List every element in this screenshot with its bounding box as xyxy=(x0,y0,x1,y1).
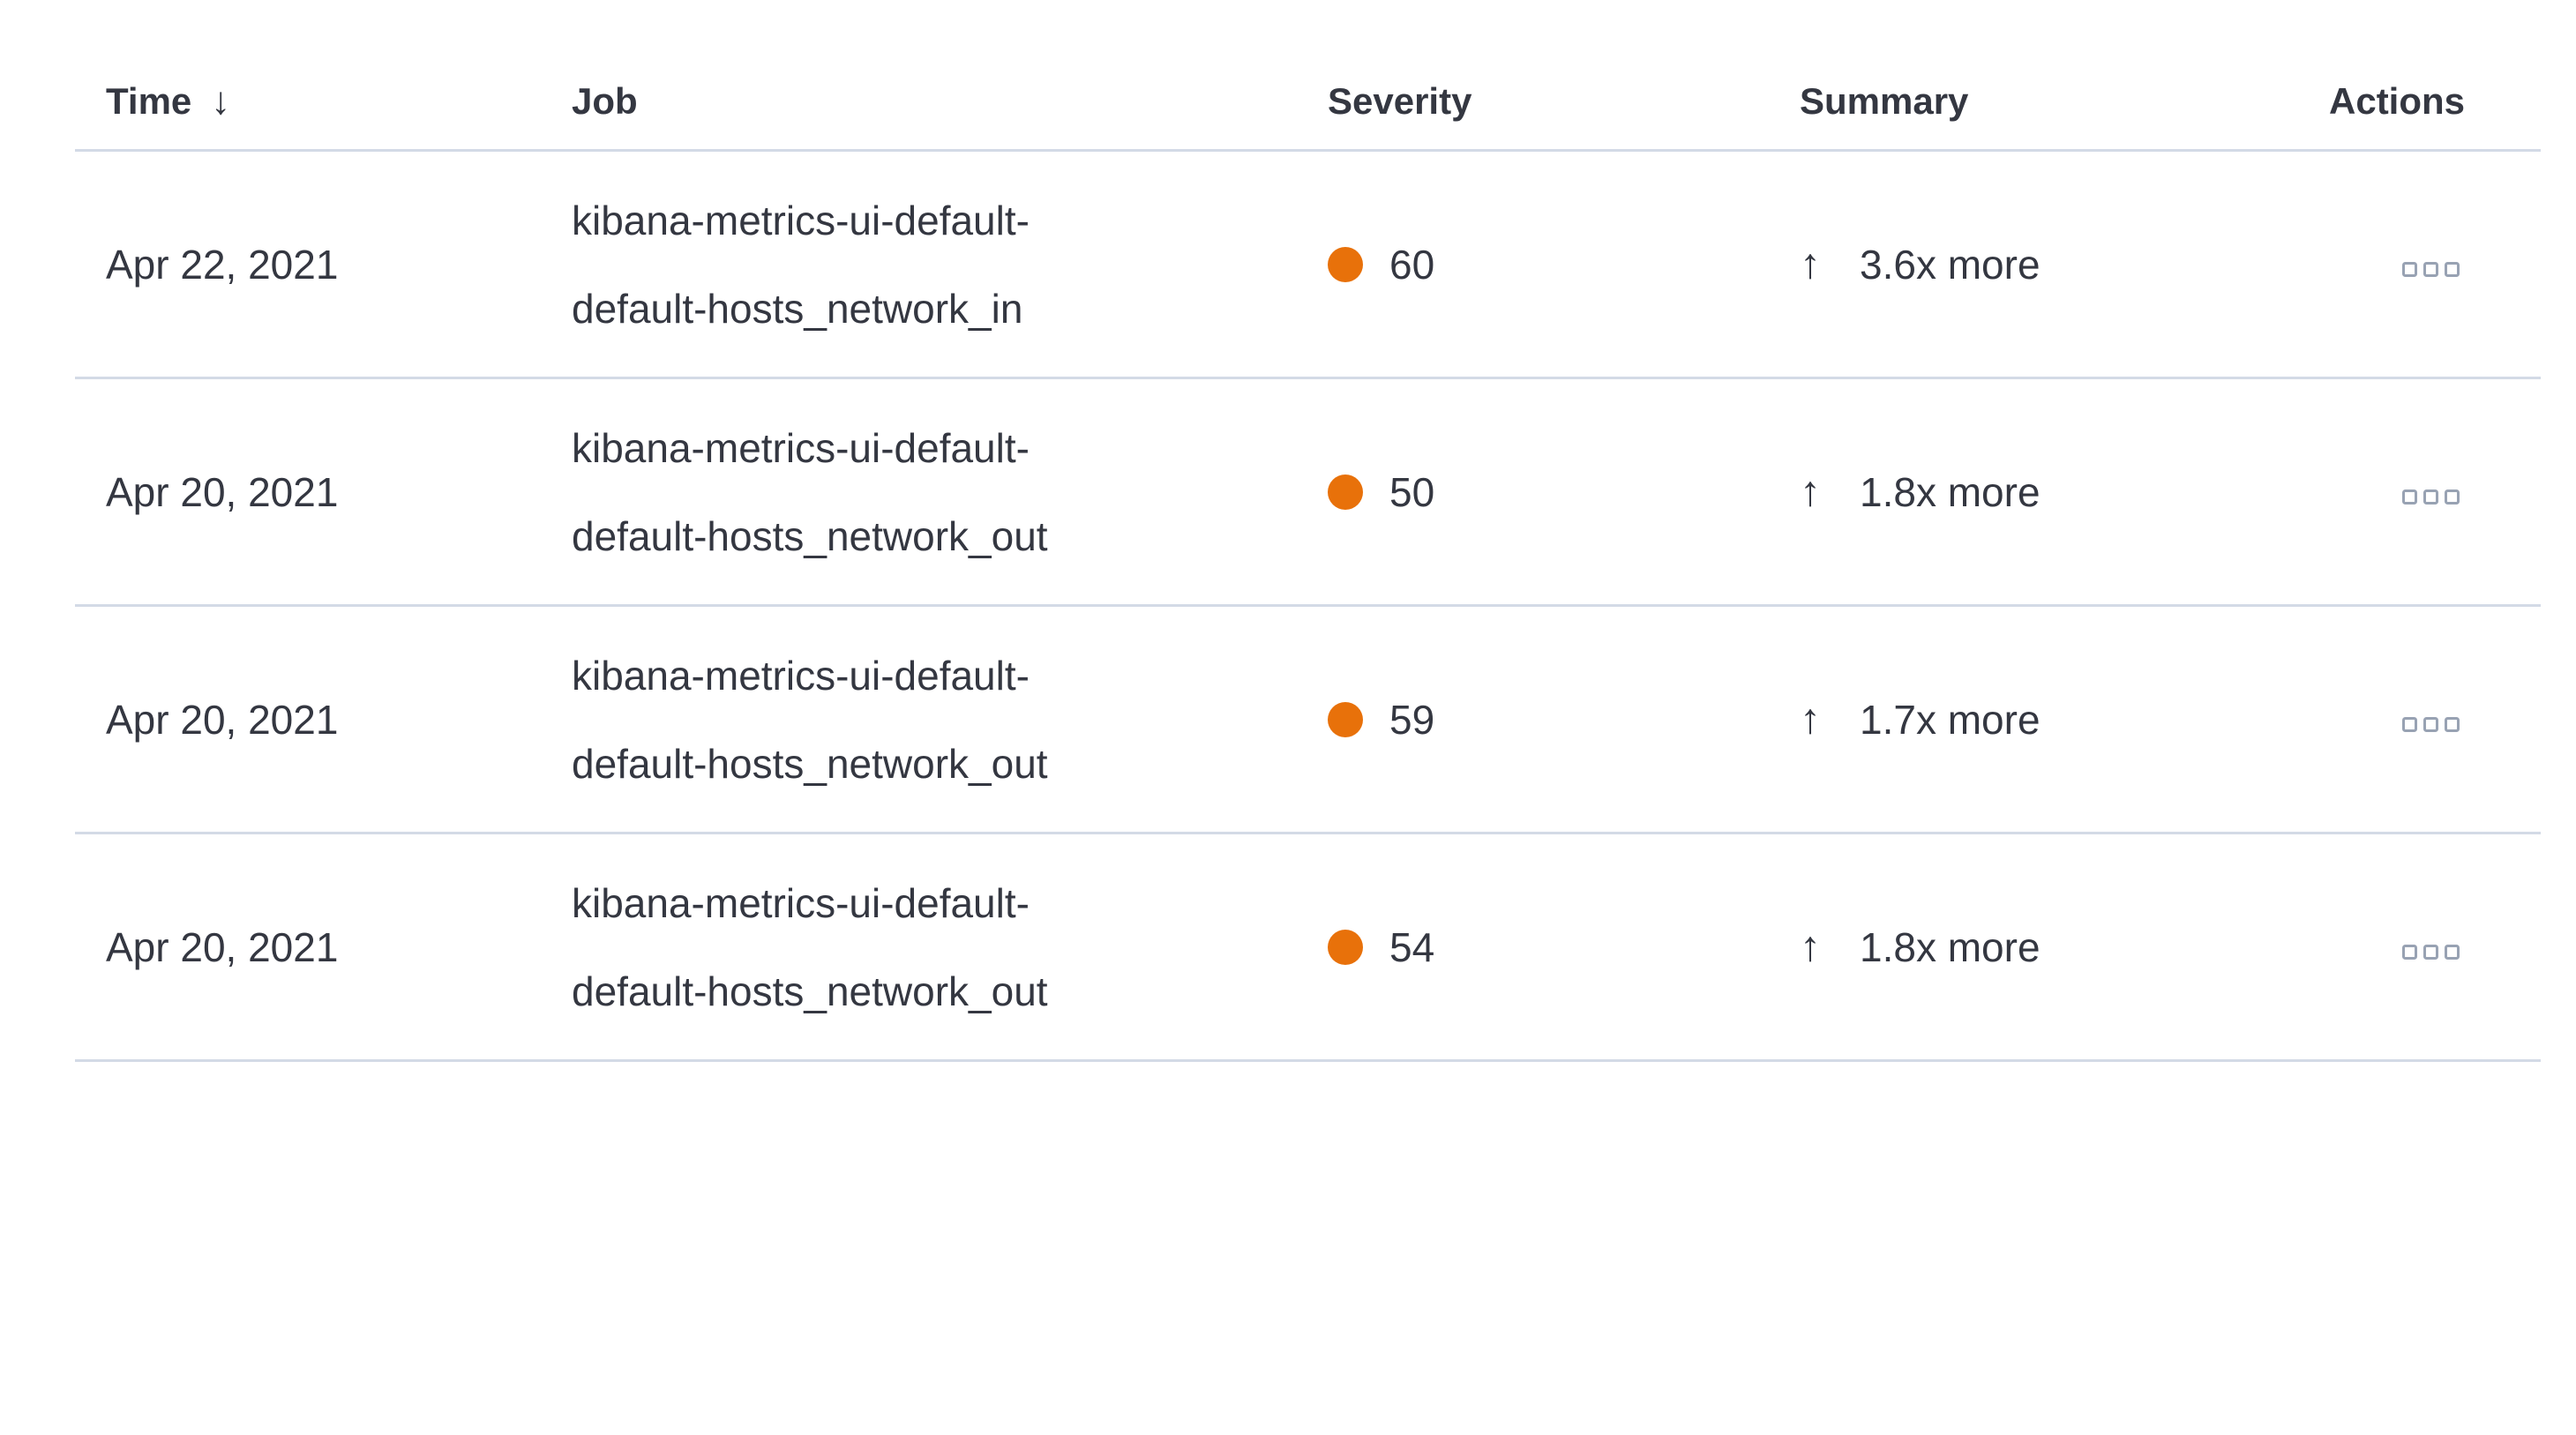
boxes-horizontal-icon xyxy=(2402,716,2460,732)
summary-cell: ↑ 1.8x more xyxy=(1800,923,2329,971)
row-actions-button[interactable] xyxy=(2402,716,2460,734)
summary-text: 1.8x more xyxy=(1860,923,2041,970)
boxes-horizontal-icon xyxy=(2402,489,2460,504)
job-name-line2: default-hosts_network_out xyxy=(572,740,1048,787)
increase-arrow-icon: ↑ xyxy=(1800,467,1821,515)
severity-dot-icon xyxy=(1328,929,1363,965)
summary-cell: ↑ 3.6x more xyxy=(1800,241,2329,288)
time-cell: Apr 20, 2021 xyxy=(106,468,339,515)
summary-cell: ↑ 1.8x more xyxy=(1800,468,2329,516)
table-row: Apr 20, 2021 kibana-metrics-ui-default- … xyxy=(75,607,2541,834)
column-header-severity: Severity xyxy=(1328,80,1800,123)
column-header-summary: Summary xyxy=(1800,80,2329,123)
severity-score: 54 xyxy=(1389,923,1435,970)
actions-cell xyxy=(2329,923,2541,971)
summary-text: 1.7x more xyxy=(1860,696,2041,743)
increase-arrow-icon: ↑ xyxy=(1800,240,1821,288)
column-header-actions: Actions xyxy=(2329,80,2541,123)
actions-cell xyxy=(2329,696,2541,744)
summary-cell: ↑ 1.7x more xyxy=(1800,696,2329,744)
job-name-line2: default-hosts_network_out xyxy=(572,968,1048,1014)
summary-text: 1.8x more xyxy=(1860,468,2041,515)
sort-descending-icon: ↓ xyxy=(211,78,231,123)
row-actions-button[interactable] xyxy=(2402,944,2460,961)
severity-score: 59 xyxy=(1389,696,1435,743)
job-name-line1: kibana-metrics-ui-default- xyxy=(572,879,1030,926)
table-header-row: Time ↓ Job Severity Summary Actions xyxy=(75,0,2541,152)
severity-score: 50 xyxy=(1389,468,1435,515)
anomalies-table: Time ↓ Job Severity Summary Actions Apr 2… xyxy=(75,0,2541,1062)
boxes-horizontal-icon xyxy=(2402,944,2460,960)
column-header-job-label: Job xyxy=(572,79,638,122)
job-cell: kibana-metrics-ui-default- default-hosts… xyxy=(572,176,1328,353)
table-row: Apr 22, 2021 kibana-metrics-ui-default- … xyxy=(75,152,2541,379)
job-name-line2: default-hosts_network_out xyxy=(572,512,1048,559)
increase-arrow-icon: ↑ xyxy=(1800,923,1821,970)
column-header-summary-label: Summary xyxy=(1800,79,1969,122)
job-cell: kibana-metrics-ui-default- default-hosts… xyxy=(572,404,1328,580)
job-name-line1: kibana-metrics-ui-default- xyxy=(572,424,1030,471)
job-cell: kibana-metrics-ui-default- default-hosts… xyxy=(572,632,1328,808)
severity-dot-icon xyxy=(1328,474,1363,510)
severity-score: 60 xyxy=(1389,241,1435,288)
table-row: Apr 20, 2021 kibana-metrics-ui-default- … xyxy=(75,379,2541,607)
table-row: Apr 20, 2021 kibana-metrics-ui-default- … xyxy=(75,834,2541,1062)
job-cell: kibana-metrics-ui-default- default-hosts… xyxy=(572,859,1328,1035)
severity-dot-icon xyxy=(1328,246,1363,282)
column-header-severity-label: Severity xyxy=(1328,79,1472,122)
column-header-time[interactable]: Time ↓ xyxy=(75,79,572,123)
severity-cell: 60 xyxy=(1328,241,1800,288)
job-name-line1: kibana-metrics-ui-default- xyxy=(572,652,1030,699)
severity-cell: 54 xyxy=(1328,923,1800,971)
time-cell: Apr 20, 2021 xyxy=(106,923,339,970)
severity-cell: 50 xyxy=(1328,468,1800,516)
row-actions-button[interactable] xyxy=(2402,261,2460,279)
severity-dot-icon xyxy=(1328,701,1363,737)
column-header-job: Job xyxy=(572,80,1328,123)
severity-cell: 59 xyxy=(1328,696,1800,744)
actions-cell xyxy=(2329,241,2541,288)
job-name-line2: default-hosts_network_in xyxy=(572,285,1023,332)
job-name-line1: kibana-metrics-ui-default- xyxy=(572,197,1030,243)
column-header-time-label: Time xyxy=(106,79,192,122)
increase-arrow-icon: ↑ xyxy=(1800,695,1821,743)
time-cell: Apr 20, 2021 xyxy=(106,696,339,743)
summary-text: 3.6x more xyxy=(1860,241,2041,288)
time-cell: Apr 22, 2021 xyxy=(106,241,339,288)
column-header-actions-label: Actions xyxy=(2329,79,2466,122)
boxes-horizontal-icon xyxy=(2402,261,2460,277)
actions-cell xyxy=(2329,468,2541,516)
row-actions-button[interactable] xyxy=(2402,489,2460,506)
